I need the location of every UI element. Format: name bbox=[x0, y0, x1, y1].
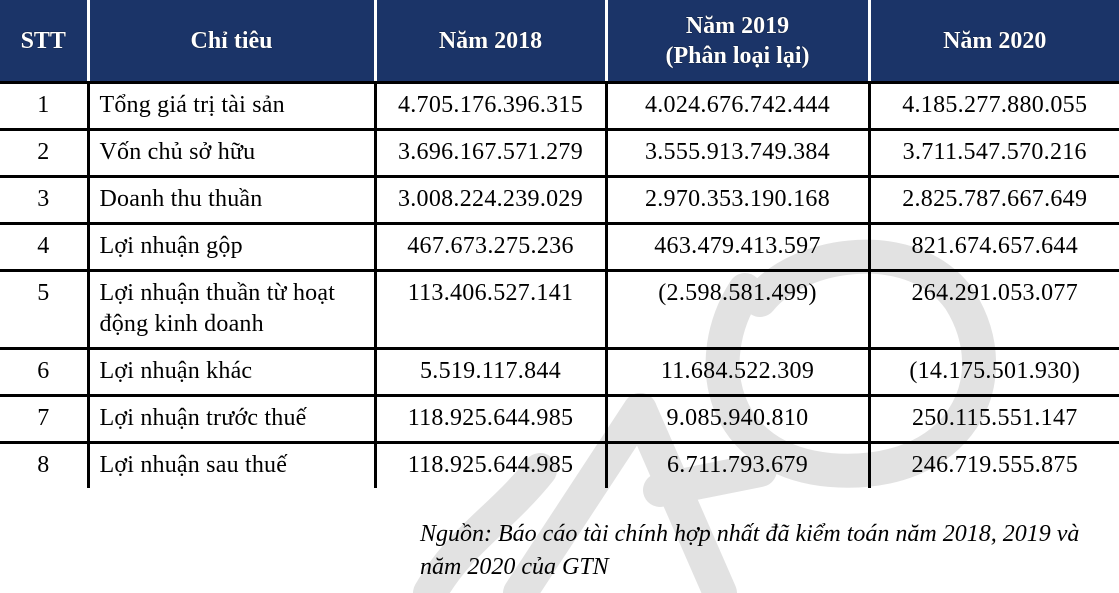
cell-2020: 821.674.657.644 bbox=[867, 223, 1119, 272]
header-year-2019: Năm 2019 (Phân loại lại) bbox=[604, 0, 869, 84]
cell-indicator: Lợi nhuận thuần từ hoạt động kinh doanh bbox=[86, 270, 375, 350]
header-year-2018: Năm 2018 bbox=[373, 0, 606, 84]
cell-stt: 5 bbox=[0, 270, 88, 350]
cell-2020: 2.825.787.667.649 bbox=[867, 176, 1119, 225]
table-row: 7 Lợi nhuận trước thuế 118.925.644.985 9… bbox=[0, 395, 1119, 444]
table-row: 1 Tổng giá trị tài sản 4.705.176.396.315… bbox=[0, 82, 1119, 131]
cell-2019: 9.085.940.810 bbox=[604, 395, 869, 444]
cell-indicator: Lợi nhuận khác bbox=[86, 348, 375, 397]
cell-stt: 2 bbox=[0, 129, 88, 178]
cell-2018: 5.519.117.844 bbox=[373, 348, 606, 397]
cell-2019: 6.711.793.679 bbox=[604, 442, 869, 488]
cell-2020: 3.711.547.570.216 bbox=[867, 129, 1119, 178]
cell-2018: 467.673.275.236 bbox=[373, 223, 606, 272]
header-year-2019-note: (Phân loại lại) bbox=[665, 42, 810, 69]
cell-indicator: Lợi nhuận gộp bbox=[86, 223, 375, 272]
cell-2019: 463.479.413.597 bbox=[604, 223, 869, 272]
table-row: 8 Lợi nhuận sau thuế 118.925.644.985 6.7… bbox=[0, 442, 1119, 488]
header-year-2019-title: Năm 2019 bbox=[685, 12, 790, 39]
cell-2020: (14.175.501.930) bbox=[867, 348, 1119, 397]
cell-2019: 3.555.913.749.384 bbox=[604, 129, 869, 178]
cell-2018: 3.696.167.571.279 bbox=[373, 129, 606, 178]
cell-2018: 118.925.644.985 bbox=[373, 442, 606, 488]
cell-2020: 246.719.555.875 bbox=[867, 442, 1119, 488]
cell-stt: 6 bbox=[0, 348, 88, 397]
cell-2020: 250.115.551.147 bbox=[867, 395, 1119, 444]
cell-indicator: Tổng giá trị tài sản bbox=[86, 82, 375, 131]
cell-indicator: Lợi nhuận sau thuế bbox=[86, 442, 375, 488]
cell-indicator: Vốn chủ sở hữu bbox=[86, 129, 375, 178]
cell-2018: 113.406.527.141 bbox=[373, 270, 606, 350]
header-year-2020: Năm 2020 bbox=[867, 0, 1119, 84]
table-row: 4 Lợi nhuận gộp 467.673.275.236 463.479.… bbox=[0, 223, 1119, 272]
cell-2020: 4.185.277.880.055 bbox=[867, 82, 1119, 131]
table-header-row: STT Chỉ tiêu Năm 2018 Năm 2019 (Phân loạ… bbox=[0, 0, 1119, 84]
cell-2018: 118.925.644.985 bbox=[373, 395, 606, 444]
cell-indicator: Doanh thu thuần bbox=[86, 176, 375, 225]
cell-2019: 4.024.676.742.444 bbox=[604, 82, 869, 131]
cell-stt: 3 bbox=[0, 176, 88, 225]
cell-stt: 7 bbox=[0, 395, 88, 444]
table-row: 5 Lợi nhuận thuần từ hoạt động kinh doan… bbox=[0, 270, 1119, 350]
cell-2020: 264.291.053.077 bbox=[867, 270, 1119, 350]
cell-stt: 1 bbox=[0, 82, 88, 131]
cell-2019: 2.970.353.190.168 bbox=[604, 176, 869, 225]
cell-2018: 4.705.176.396.315 bbox=[373, 82, 606, 131]
cell-stt: 4 bbox=[0, 223, 88, 272]
table-row: 6 Lợi nhuận khác 5.519.117.844 11.684.52… bbox=[0, 348, 1119, 397]
table-row: 3 Doanh thu thuần 3.008.224.239.029 2.97… bbox=[0, 176, 1119, 225]
source-note: Nguồn: Báo cáo tài chính hợp nhất đã kiể… bbox=[420, 521, 1080, 580]
cell-stt: 8 bbox=[37, 452, 50, 478]
cell-indicator: Lợi nhuận trước thuế bbox=[86, 395, 375, 444]
header-stt: STT bbox=[0, 0, 88, 84]
table-row: 2 Vốn chủ sở hữu 3.696.167.571.279 3.555… bbox=[0, 129, 1119, 178]
cell-2019: (2.598.581.499) bbox=[604, 270, 869, 350]
header-indicator: Chỉ tiêu bbox=[86, 0, 375, 84]
cell-2019: 11.684.522.309 bbox=[604, 348, 869, 397]
cell-2018: 3.008.224.239.029 bbox=[373, 176, 606, 225]
financial-summary-table: STT Chỉ tiêu Năm 2018 Năm 2019 (Phân loạ… bbox=[0, 0, 1119, 488]
